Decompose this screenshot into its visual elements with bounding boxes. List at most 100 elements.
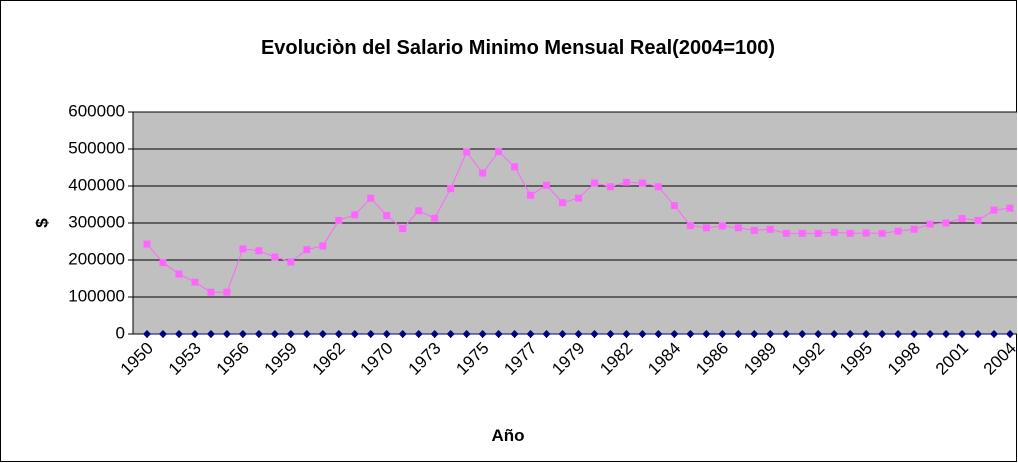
marker — [1006, 204, 1014, 212]
marker — [878, 330, 887, 338]
marker — [862, 229, 870, 237]
marker — [670, 330, 679, 338]
marker — [654, 330, 663, 338]
marker — [926, 220, 934, 228]
marker — [175, 270, 183, 278]
marker — [158, 330, 167, 338]
marker — [830, 330, 839, 338]
marker — [527, 191, 535, 199]
marker — [718, 330, 727, 338]
marker — [478, 330, 487, 338]
marker — [174, 330, 183, 338]
marker — [335, 216, 343, 224]
marker — [207, 288, 215, 296]
marker — [670, 202, 678, 210]
marker — [974, 216, 982, 224]
marker — [942, 219, 950, 227]
marker — [350, 330, 359, 338]
marker — [990, 330, 999, 338]
marker — [303, 246, 311, 254]
marker — [223, 288, 231, 296]
marker — [942, 330, 951, 338]
marker — [798, 330, 807, 338]
marker — [734, 330, 743, 338]
marker — [462, 330, 471, 338]
marker — [286, 330, 295, 338]
marker — [814, 330, 823, 338]
marker — [622, 178, 630, 186]
marker — [511, 163, 519, 171]
marker — [143, 240, 151, 248]
marker — [383, 212, 391, 220]
y-tick-label: 100000 — [68, 286, 125, 305]
marker — [958, 330, 967, 338]
marker — [958, 215, 966, 223]
marker — [750, 226, 758, 234]
marker — [638, 179, 646, 187]
marker — [287, 258, 295, 266]
marker — [894, 227, 902, 235]
marker — [463, 148, 471, 156]
marker — [302, 330, 311, 338]
y-tick-label: 600000 — [68, 101, 125, 120]
marker — [239, 245, 247, 253]
y-axis-title: $ — [32, 218, 51, 228]
marker — [542, 330, 551, 338]
marker — [574, 330, 583, 338]
marker — [271, 253, 279, 261]
marker — [367, 194, 375, 202]
marker — [222, 330, 231, 338]
marker — [447, 185, 455, 193]
marker — [846, 330, 855, 338]
marker — [270, 330, 279, 338]
marker — [143, 330, 151, 338]
marker — [590, 179, 598, 187]
marker — [446, 330, 455, 338]
marker — [830, 228, 838, 236]
marker — [495, 148, 503, 156]
marker — [622, 330, 631, 338]
marker — [894, 330, 903, 338]
marker — [398, 330, 407, 338]
marker — [431, 214, 439, 222]
marker — [319, 242, 327, 250]
marker — [606, 330, 615, 338]
marker — [238, 330, 247, 338]
marker — [654, 183, 662, 191]
marker — [702, 330, 711, 338]
marker — [543, 181, 551, 189]
marker — [510, 330, 519, 338]
x-axis-title: Año — [491, 426, 524, 445]
marker — [318, 330, 327, 338]
marker — [494, 330, 503, 338]
marker — [558, 330, 567, 338]
marker — [862, 330, 871, 338]
marker — [366, 330, 375, 338]
marker — [334, 330, 343, 338]
marker — [526, 330, 535, 338]
marker — [766, 330, 775, 338]
marker — [399, 225, 407, 233]
marker — [974, 330, 983, 338]
marker — [590, 330, 599, 338]
marker — [734, 224, 742, 232]
marker — [814, 229, 822, 237]
marker — [190, 330, 199, 338]
marker — [798, 229, 806, 237]
marker — [910, 225, 918, 233]
marker — [606, 183, 614, 191]
marker — [686, 222, 694, 230]
marker — [638, 330, 647, 338]
marker — [479, 169, 487, 177]
chart-title: Evoluciòn del Salario Minimo Mensual Rea… — [261, 37, 775, 59]
marker — [415, 207, 423, 215]
marker — [718, 222, 726, 230]
marker — [878, 229, 886, 237]
marker — [191, 278, 199, 286]
marker — [159, 259, 167, 267]
marker — [430, 330, 439, 338]
marker — [414, 330, 423, 338]
marker — [1006, 330, 1014, 338]
y-tick-label: 400000 — [68, 175, 125, 194]
